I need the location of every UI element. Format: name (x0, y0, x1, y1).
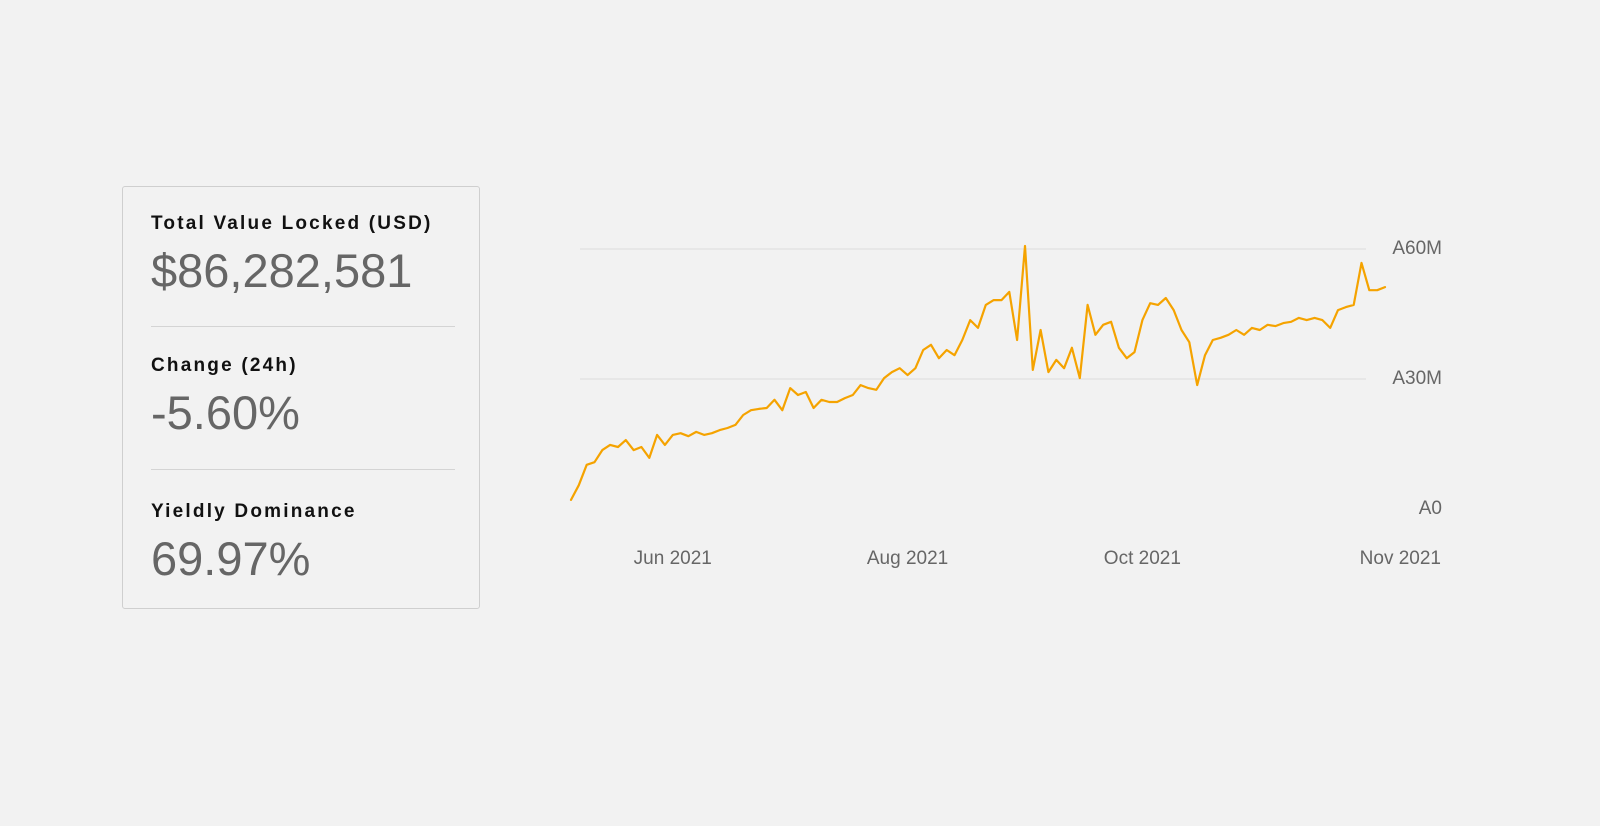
x-tick-label: Oct 2021 (1104, 548, 1181, 569)
divider (151, 326, 455, 327)
y-tick-label: A0 (1419, 498, 1442, 519)
stat: Total Value Locked (USD) $86,282,581 (151, 213, 455, 298)
y-tick-label: A30M (1392, 368, 1442, 389)
x-tick-label: Aug 2021 (867, 548, 948, 569)
divider (151, 469, 455, 470)
y-tick-label: A60M (1392, 238, 1442, 259)
stat: Yieldly Dominance 69.97% (151, 501, 455, 586)
x-tick-label: Nov 2021 (1360, 548, 1441, 569)
stat-label: Yieldly Dominance (151, 501, 357, 522)
stat-value: -5.60% (151, 386, 300, 439)
stat-value: $86,282,581 (151, 244, 413, 297)
stat-label: Change (24h) (151, 355, 298, 376)
stat-value: 69.97% (151, 532, 311, 585)
data-line (569, 244, 1387, 501)
stat: Change (24h) -5.60% (151, 355, 455, 440)
stat-label: Total Value Locked (USD) (151, 213, 433, 234)
stats-card: Total Value Locked (USD) $86,282,581 Cha… (122, 186, 480, 609)
x-tick-label: Jun 2021 (634, 548, 712, 569)
